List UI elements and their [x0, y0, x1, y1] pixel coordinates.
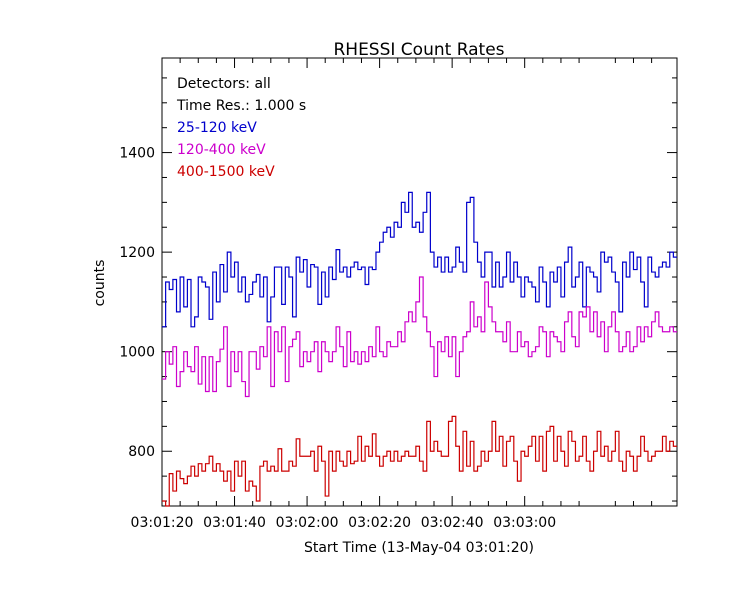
y-tick-label: 1000 — [119, 345, 155, 361]
x-tick-label: 03:03:00 — [493, 515, 556, 531]
x-tick-label: 03:02:00 — [276, 515, 339, 531]
y-tick-label: 1200 — [119, 245, 155, 261]
y-tick-label: 1400 — [119, 146, 155, 162]
annotation-time-resolution: Time Res.: 1.000 s — [176, 98, 306, 114]
y-tick-label: 800 — [128, 444, 155, 460]
series-line-400-1500-kev — [162, 415, 677, 507]
series-layer — [162, 191, 677, 507]
axis-ticks — [161, 58, 677, 506]
x-tick-label: 03:02:20 — [348, 515, 411, 531]
plot-frame — [161, 57, 678, 507]
legend-entry-120-400-kev: 120-400 keV — [177, 142, 266, 158]
tick-labels: 03:01:20 03:01:40 03:02:00 03:02:20 03:02:40… — [119, 146, 556, 531]
chart-title: RHESSI Count Rates — [333, 40, 504, 60]
x-tick-label: 03:02:40 — [421, 515, 484, 531]
x-tick-label: 03:01:20 — [131, 515, 194, 531]
legend-entry-25-120-kev: 25-120 keV — [177, 120, 257, 136]
annotation-detectors: Detectors: all — [177, 76, 271, 92]
y-axis-title: counts — [92, 260, 108, 307]
x-tick-label: 03:01:40 — [203, 515, 266, 531]
series-line-25-120-kev — [162, 191, 677, 328]
x-axis-title: Start Time (13-May-04 03:01:20) — [304, 540, 534, 556]
series-line-120-400-kev — [162, 276, 677, 398]
legend-entry-400-1500-kev: 400-1500 keV — [177, 164, 275, 180]
